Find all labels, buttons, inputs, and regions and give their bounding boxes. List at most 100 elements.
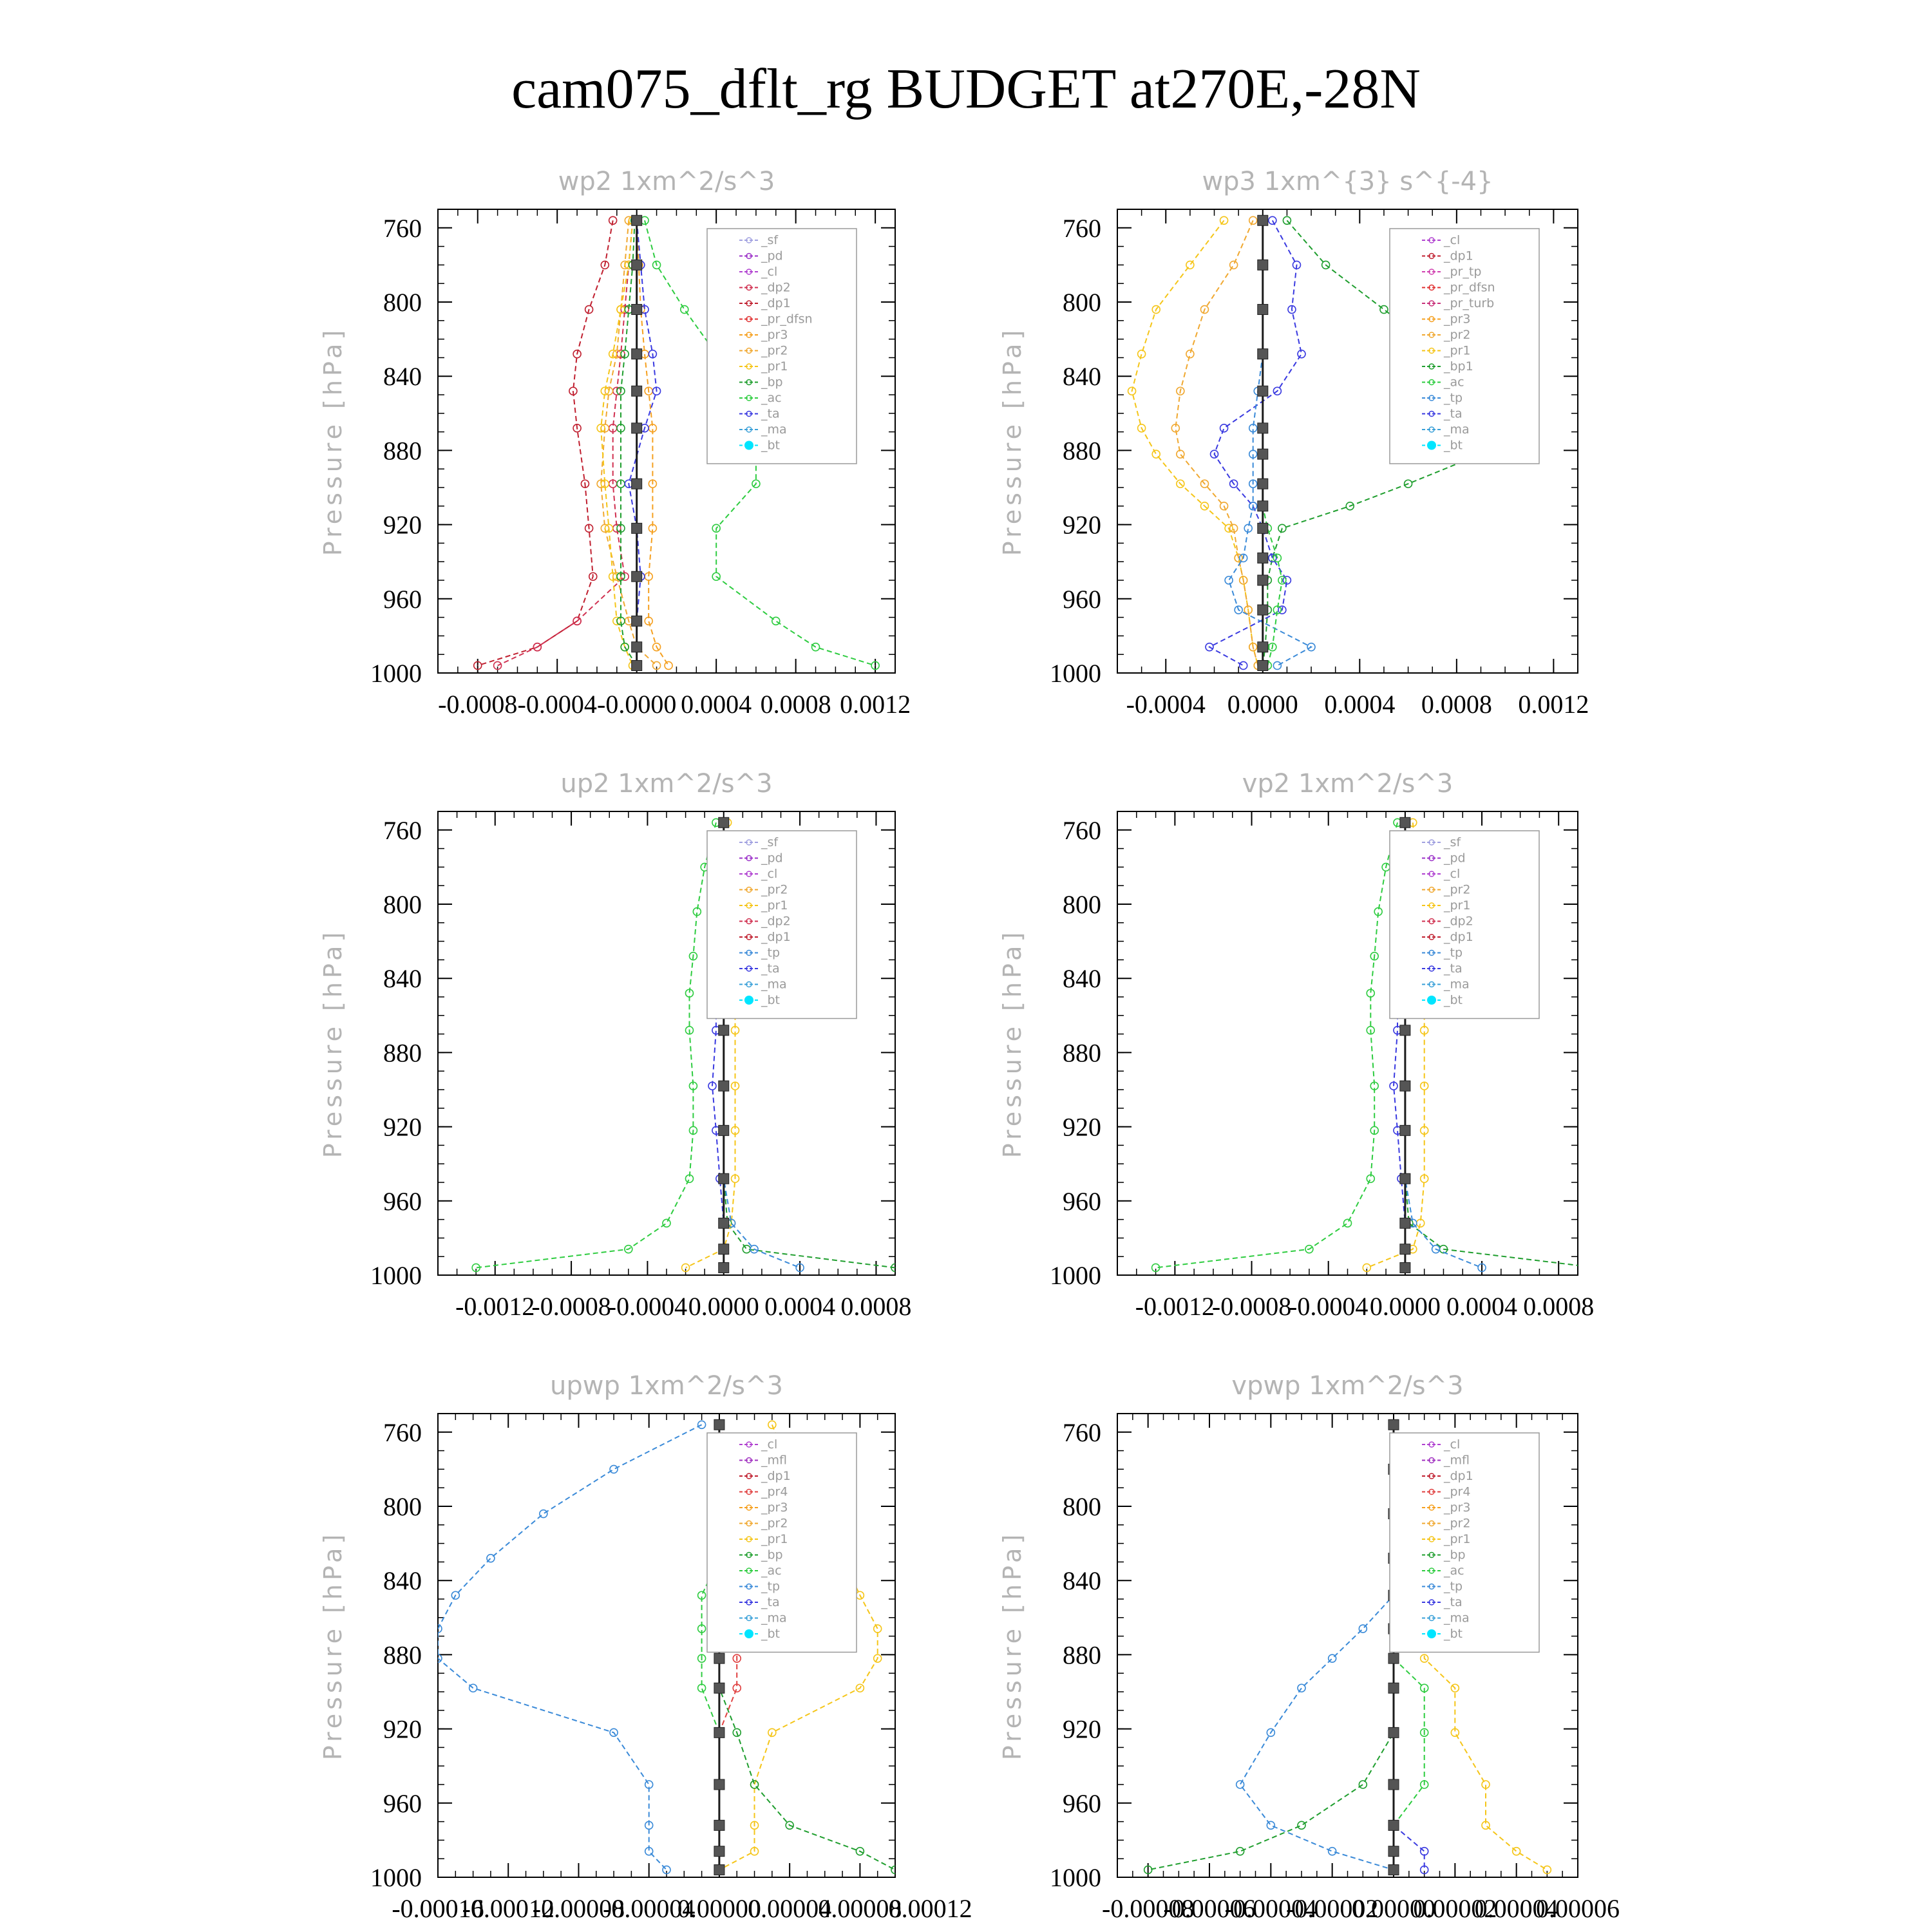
data-point (714, 1819, 725, 1831)
data-point (1297, 1821, 1306, 1830)
series-line-dp1 (476, 822, 717, 1269)
data-point (714, 1682, 725, 1694)
legend-marker (746, 252, 752, 260)
data-point (609, 1464, 618, 1474)
data-point (1366, 1174, 1376, 1184)
y-tick-label: 760 (383, 816, 422, 845)
data-point (604, 386, 614, 396)
legend-label: _pr2 (761, 344, 788, 358)
figure-title: cam075_dflt_rg BUDGET at270E,-28N (511, 58, 1421, 120)
data-point (1248, 479, 1258, 489)
data-point (1389, 1081, 1398, 1091)
data-point (1481, 1780, 1490, 1789)
legend-marker (1428, 316, 1435, 323)
legend-marker (1428, 1615, 1435, 1622)
data-point (1388, 1846, 1399, 1857)
panel-title: wp3 1xm^{3} s^{-4} (1202, 167, 1493, 196)
panel-title: up2 1xm^2/s^3 (560, 769, 772, 799)
legend-label: _cl (761, 1437, 777, 1452)
data-point (714, 1419, 725, 1430)
x-tick-label: -0.0000 (597, 690, 676, 719)
y-tick-label: 760 (383, 1418, 422, 1447)
data-point (1268, 553, 1277, 563)
data-point (1224, 576, 1233, 585)
x-tick-label: 0.0004 (681, 690, 752, 719)
legend-label: _pr2 (1443, 883, 1470, 897)
y-tick-label: 840 (1063, 964, 1101, 993)
x-tick-label: 0.00012 (889, 1894, 972, 1923)
legend-label: _pr3 (1443, 312, 1470, 327)
data-point (1419, 1026, 1429, 1035)
legend-label: _pr2 (761, 1517, 788, 1531)
data-point (1235, 1846, 1245, 1856)
legend-marker (1428, 300, 1435, 307)
data-point (1358, 1624, 1368, 1633)
data-point (1511, 1846, 1521, 1856)
data-point (652, 260, 661, 270)
data-point (1399, 1244, 1411, 1255)
x-tick-label: -0.00006 (1163, 1894, 1255, 1923)
data-point (732, 1728, 742, 1738)
legend-marker (1428, 269, 1435, 275)
panel-3: 760 800 840 880 920 960 1000 -0.0012-0.0008-0.0… (319, 769, 911, 1321)
data-point (588, 572, 598, 582)
legend-label: _cl (761, 867, 777, 881)
x-tick-label: 0.00004 (1475, 1894, 1558, 1923)
data-point (1257, 659, 1269, 671)
legend-marker (1428, 839, 1435, 846)
legend-marker (746, 1536, 752, 1542)
legend-marker (746, 1567, 752, 1574)
y-tick-label: 1000 (370, 659, 422, 688)
legend-label: _ta (761, 407, 780, 421)
legend-marker (746, 1473, 752, 1479)
data-point (1229, 524, 1238, 533)
legend-marker (1427, 440, 1436, 450)
x-tick-label: -0.0008 (1212, 1292, 1291, 1321)
legend-marker (1428, 363, 1435, 370)
data-point (1388, 1653, 1399, 1664)
legend-label: _sf (1443, 835, 1461, 849)
data-point (1321, 260, 1331, 270)
y-tick-label: 800 (1063, 890, 1101, 919)
legend-marker (746, 855, 752, 862)
legend-marker (746, 934, 752, 940)
legend-marker (746, 269, 752, 275)
series-line-bp (620, 220, 638, 667)
legend-label: _ta (1443, 407, 1463, 421)
data-point (664, 661, 673, 670)
legend-label: _bp (761, 1548, 783, 1562)
legend-marker (1428, 395, 1435, 401)
data-point (486, 1553, 495, 1563)
legend-label: _pr4 (761, 1485, 788, 1499)
legend-label: _bp (1443, 1548, 1466, 1562)
data-point (1127, 386, 1137, 396)
data-point (750, 1780, 759, 1789)
legend-label: _dp1 (1443, 930, 1473, 944)
data-point (697, 1654, 706, 1663)
legend-label: _pr_dfsn (761, 312, 813, 327)
data-point (662, 1218, 671, 1228)
data-point (1388, 1819, 1399, 1831)
legend-label: _mfl (761, 1454, 787, 1468)
data-point (1266, 1821, 1276, 1830)
data-point (1362, 1263, 1372, 1273)
data-point (1209, 450, 1219, 459)
data-point (1419, 1654, 1429, 1663)
data-point (1399, 1173, 1411, 1184)
series-line-tp (1239, 1425, 1394, 1871)
data-point (697, 1683, 706, 1693)
series-line-dp1 (477, 220, 614, 667)
y-axis-label: Pressure [hPa] (319, 929, 347, 1159)
data-point (873, 1654, 882, 1663)
legend-label: _tp (1443, 946, 1463, 960)
series-line-pr1 (1131, 220, 1259, 666)
data-point (1403, 479, 1413, 489)
legend-label: _dp1 (761, 930, 791, 944)
legend-marker (1428, 332, 1435, 338)
x-tick-label: 0.0004 (1446, 1292, 1517, 1321)
x-tick-label: 0.0004 (764, 1292, 835, 1321)
legend-marker (1428, 934, 1435, 940)
data-point (1287, 305, 1296, 314)
data-point (620, 642, 629, 652)
y-tick-label: 880 (1063, 1038, 1101, 1067)
